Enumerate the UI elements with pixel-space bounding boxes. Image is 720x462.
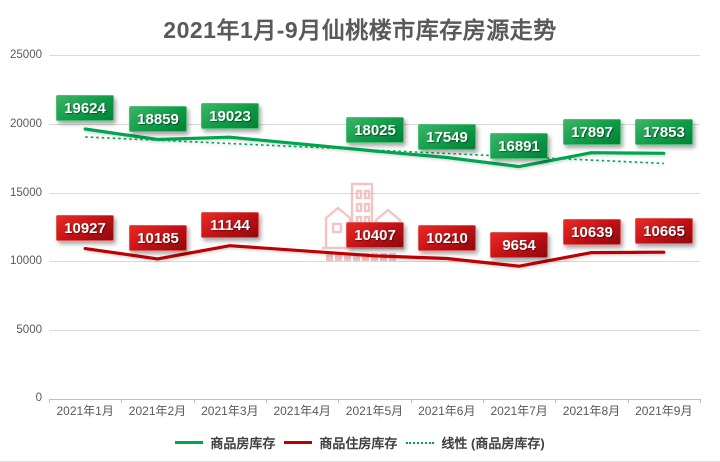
data-label: 19624 xyxy=(56,95,114,121)
data-label: 10185 xyxy=(129,225,187,251)
gridline xyxy=(49,261,700,262)
chart-title: 2021年1月-9月仙桃楼市库存房源走势 xyxy=(163,17,557,43)
y-axis-label: 5000 xyxy=(16,324,42,336)
data-label: 11144 xyxy=(201,212,259,238)
axis-tick xyxy=(483,399,484,403)
data-label: 10665 xyxy=(635,218,693,244)
axis-tick xyxy=(338,399,339,403)
y-axis-label: 15000 xyxy=(10,187,42,199)
axis-tick xyxy=(700,399,701,403)
legend-item-trendline: 线性 (商品房库存) xyxy=(406,433,545,452)
data-label: 18859 xyxy=(129,106,187,132)
legend-label: 商品房库存 xyxy=(210,436,276,451)
data-label: 10639 xyxy=(563,219,621,245)
x-axis-label: 2021年4月 xyxy=(273,404,331,418)
x-axis: 2021年1月 2021年2月 2021年3月 2021年4月 2021年5月 … xyxy=(49,404,700,419)
data-label: 17853 xyxy=(635,119,693,145)
y-axis-label: 25000 xyxy=(10,49,42,61)
x-axis-label: 2021年8月 xyxy=(562,404,621,418)
data-label: 10927 xyxy=(56,215,114,241)
legend-item-residential-housing: 商品住房库存 xyxy=(284,433,397,452)
data-label: 10210 xyxy=(418,225,476,251)
legend-label: 商品住房库存 xyxy=(319,436,398,451)
legend-label: 线性 (商品房库存) xyxy=(441,436,545,451)
data-label: 16891 xyxy=(490,133,548,159)
data-label: 9654 xyxy=(490,232,548,258)
gridline xyxy=(49,193,700,194)
y-axis-label: 0 xyxy=(35,392,42,404)
data-label: 17897 xyxy=(563,119,621,145)
x-axis-label: 2021年3月 xyxy=(201,404,259,418)
x-axis-label: 2021年2月 xyxy=(128,404,187,418)
x-axis-label: 2021年6月 xyxy=(418,404,476,418)
gridline xyxy=(49,55,700,56)
series-line-commercial-housing xyxy=(83,127,666,169)
axis-tick xyxy=(121,399,122,403)
axis-tick xyxy=(49,399,50,403)
series-line-residential-housing xyxy=(83,244,666,268)
x-axis-label: 2021年9月 xyxy=(635,404,693,418)
axis-tick xyxy=(194,399,195,403)
red-line-swatch-icon xyxy=(284,441,313,444)
y-axis-label: 10000 xyxy=(10,255,42,267)
data-label: 19023 xyxy=(201,103,259,129)
x-axis-line xyxy=(49,399,700,400)
data-label: 10407 xyxy=(346,222,404,248)
x-axis-label: 2021年1月 xyxy=(56,404,114,418)
x-axis-label: 2021年7月 xyxy=(490,404,548,418)
y-axis-label: 20000 xyxy=(10,118,42,130)
data-label: 17549 xyxy=(418,124,476,150)
legend: 商品房库存 商品住房库存 线性 (商品房库存) xyxy=(0,433,720,452)
data-label: 18025 xyxy=(346,117,404,143)
axis-tick xyxy=(266,399,267,403)
axis-tick xyxy=(628,399,629,403)
axis-tick xyxy=(555,399,556,403)
x-axis-label: 2021年5月 xyxy=(345,404,404,418)
axis-tick xyxy=(411,399,412,403)
green-line-swatch-icon xyxy=(175,441,204,444)
dotted-line-swatch-icon xyxy=(406,441,435,444)
gridline xyxy=(49,330,700,331)
legend-item-commercial-housing: 商品房库存 xyxy=(175,433,275,452)
